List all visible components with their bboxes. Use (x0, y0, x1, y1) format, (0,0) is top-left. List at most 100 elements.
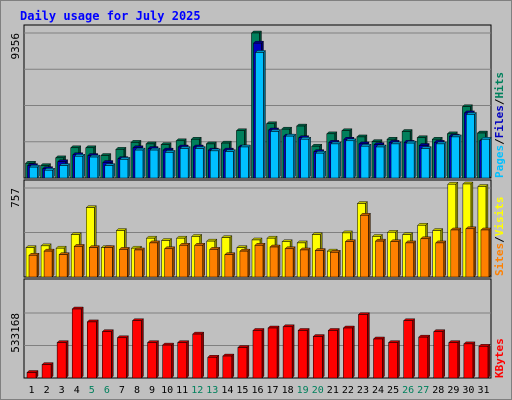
bottom-panel-bar-kbytes-day-14 (222, 353, 235, 379)
top-panel-bar-pages-day-9 (149, 147, 161, 179)
middle-panel-bar-sites-day-10 (164, 246, 176, 278)
bottom-panel-bar-kbytes-day-4 (71, 306, 84, 379)
bottom-panel-bar-kbytes-day-5 (86, 319, 99, 379)
top-panel-bar-pages-day-7 (119, 156, 131, 179)
panel-kbytes: 533168 KBytes (9, 278, 506, 379)
chart-title: Daily usage for July 2025 (20, 9, 201, 23)
bottom-panel-bar-kbytes-day-6 (101, 329, 114, 379)
bottom-panel-bar-kbytes-day-19 (297, 327, 310, 379)
middle-panel-bar-sites-day-24 (375, 238, 386, 278)
bottom-panel-bar-kbytes-day-27 (418, 334, 431, 379)
x-tick-label-day-2: 2 (44, 385, 50, 396)
x-tick-label-day-18: 18 (282, 385, 294, 396)
middle-panel-bar-sites-day-20 (314, 248, 326, 278)
top-panel-bar-pages-day-2 (44, 167, 56, 179)
top-panel-bar-pages-day-31 (480, 136, 492, 179)
bottom-panel-bar-kbytes-day-11 (177, 340, 190, 379)
top-panel-bar-pages-day-13 (209, 148, 221, 179)
top-panel-bar-pages-day-16 (254, 49, 266, 179)
top-panel-bar-pages-day-19 (300, 136, 312, 179)
top-panel-bar-pages-day-26 (405, 140, 417, 179)
bottom-panel-bar-kbytes-day-30 (463, 341, 476, 379)
top-panel-bar-pages-day-10 (164, 149, 176, 179)
middle-panel-bar-sites-day-2 (43, 248, 55, 278)
middle-panel-bar-sites-day-21 (329, 249, 341, 278)
panel-pages-files-hits: 9356 Pages/Files/Hits (9, 24, 506, 179)
x-tick-label-day-3: 3 (59, 385, 65, 396)
top-panel-bar-pages-day-11 (179, 146, 191, 179)
middle-panel-bar-sites-day-25 (390, 239, 402, 278)
middle-panel-axis-label-part: Visits (493, 197, 506, 237)
middle-panel-bar-sites-day-19 (299, 247, 311, 278)
top-panel-bar-pages-day-4 (74, 153, 86, 179)
middle-panel-bar-sites-day-3 (58, 252, 70, 278)
top-panel-bar-pages-day-6 (104, 163, 116, 179)
x-tick-label-day-14: 14 (221, 385, 233, 396)
top-panel-axis-label: Pages/Files/Hits (493, 72, 506, 178)
bottom-panel-bar-kbytes-day-21 (327, 327, 340, 379)
middle-panel-axis-label: Sites/Visits (493, 197, 506, 277)
x-tick-label-day-25: 25 (387, 385, 399, 396)
bottom-panel-bar-kbytes-day-28 (433, 329, 446, 379)
top-panel-bar-pages-day-15 (239, 144, 251, 179)
x-tick-label-day-17: 17 (267, 385, 279, 396)
top-panel-bar-pages-day-14 (224, 149, 236, 179)
bottom-panel-bar-kbytes-day-12 (192, 331, 205, 379)
top-panel-axis-label-part: Pages (493, 145, 506, 178)
x-tick-label-day-7: 7 (119, 385, 125, 396)
x-tick-label-day-8: 8 (134, 385, 140, 396)
x-tick-label-day-30: 30 (462, 385, 474, 396)
bottom-panel-axis-label-part: KBytes (493, 338, 506, 378)
x-tick-label-day-4: 4 (74, 385, 80, 396)
middle-panel-bar-sites-day-27 (420, 236, 432, 278)
top-panel-bar-pages-day-29 (450, 134, 462, 179)
bottom-panel-bar-kbytes-day-25 (388, 340, 401, 379)
top-panel-bar-pages-day-18 (285, 133, 297, 179)
x-tick-label-day-20: 20 (312, 385, 324, 396)
top-panel-axis-label-part: / (493, 98, 506, 105)
top-panel-bar-pages-day-3 (59, 163, 71, 179)
middle-panel-bar-sites-day-28 (435, 240, 447, 278)
middle-panel-bar-sites-day-17 (269, 244, 281, 278)
top-panel-max-label: 9356 (9, 33, 22, 60)
bottom-panel-bar-kbytes-day-26 (403, 318, 416, 379)
top-panel-bar-pages-day-23 (360, 143, 372, 179)
x-tick-label-day-9: 9 (149, 385, 155, 396)
bottom-panel-bar-kbytes-day-9 (147, 340, 159, 379)
top-panel-bar-pages-day-25 (390, 141, 402, 179)
middle-panel-bar-sites-day-1 (28, 252, 40, 278)
x-tick-label-day-28: 28 (432, 385, 444, 396)
top-panel-bar-pages-day-28 (435, 141, 447, 179)
middle-panel-bar-sites-day-30 (465, 226, 477, 278)
top-panel-bar-pages-day-27 (420, 146, 432, 179)
top-panel-bar-pages-day-5 (89, 154, 101, 179)
middle-panel-bar-sites-day-13 (209, 246, 221, 278)
bottom-panel-axis-label: KBytes (493, 338, 506, 378)
middle-panel-bar-sites-day-26 (405, 240, 417, 278)
bottom-panel-bar-kbytes-day-20 (312, 334, 325, 379)
middle-panel-bar-sites-day-4 (73, 243, 85, 278)
x-tick-label-day-29: 29 (447, 385, 459, 396)
middle-panel-bar-sites-day-6 (103, 245, 115, 278)
bottom-panel-bar-kbytes-day-16 (252, 327, 265, 379)
bottom-panel-bar-kbytes-day-22 (342, 325, 355, 379)
top-panel-bar-pages-day-8 (134, 147, 146, 179)
bottom-panel-bar-kbytes-day-13 (207, 354, 220, 379)
top-panel-bar-pages-day-20 (315, 150, 327, 179)
bottom-panel-bar-kbytes-day-15 (237, 345, 250, 379)
top-panel-axis-label-part: / (493, 138, 506, 145)
x-tick-label-day-15: 15 (236, 385, 248, 396)
x-tick-label-day-21: 21 (327, 385, 339, 396)
middle-panel-axis-label-part: / (493, 236, 506, 243)
top-panel-bar-pages-day-12 (194, 146, 206, 179)
top-panel-bar-pages-day-21 (330, 141, 342, 179)
top-panel-bar-pages-day-24 (375, 144, 387, 179)
middle-panel-bar-sites-day-5 (88, 245, 100, 278)
x-tick-label-day-1: 1 (29, 385, 35, 396)
bottom-panel-bar-kbytes-day-1 (26, 370, 39, 379)
middle-panel-bar-sites-day-15 (239, 248, 251, 278)
panel-sites-visits: 757 Sites/Visits (9, 179, 506, 278)
bottom-panel-bar-kbytes-day-10 (162, 342, 175, 379)
